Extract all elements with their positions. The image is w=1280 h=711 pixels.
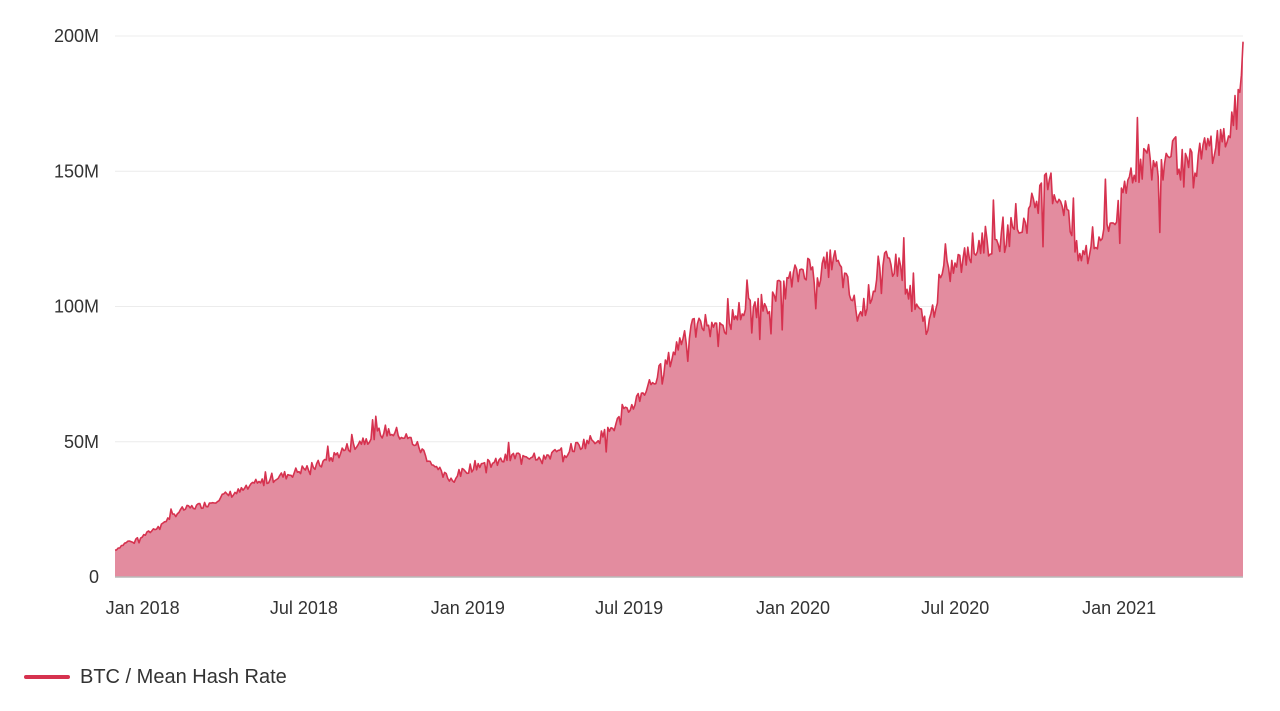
x-tick-label: Jan 2021 [1082, 598, 1156, 618]
y-tick-label: 200M [54, 26, 99, 46]
legend: BTC / Mean Hash Rate [24, 664, 287, 690]
y-tick-label: 50M [64, 432, 99, 452]
y-tick-label: 0 [89, 567, 99, 587]
y-tick-label: 100M [54, 297, 99, 317]
x-tick-label: Jan 2019 [431, 598, 505, 618]
series-area [115, 42, 1243, 578]
x-tick-label: Jan 2020 [756, 598, 830, 618]
series-layer [114, 41, 1244, 578]
series-line [114, 41, 1244, 551]
legend-label: BTC / Mean Hash Rate [80, 665, 287, 688]
x-tick-label: Jul 2019 [595, 598, 663, 618]
x-tick-label: Jul 2020 [921, 598, 989, 618]
x-axis-ticks: Jan 2018 Jul 2018 Jan 2019 Jul 2019 Jan 2020… [106, 598, 1157, 618]
legend-swatch [24, 675, 70, 679]
x-tick-label: Jul 2018 [270, 598, 338, 618]
y-tick-label: 150M [54, 161, 99, 181]
y-axis-ticks: 0 50M 100M 150M 200M [54, 26, 99, 587]
x-tick-label: Jan 2018 [106, 598, 180, 618]
